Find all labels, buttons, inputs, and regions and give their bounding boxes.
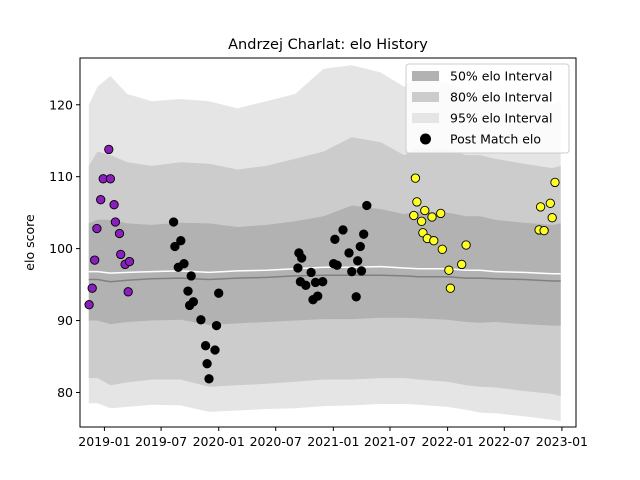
data-point	[183, 286, 193, 296]
legend-label: Post Match elo	[450, 132, 541, 147]
data-point	[535, 202, 546, 212]
data-point	[301, 280, 311, 290]
y-tick-label: 100	[49, 241, 73, 256]
data-point	[306, 267, 316, 278]
data-point	[545, 198, 555, 208]
data-point	[87, 283, 97, 293]
data-point	[427, 212, 437, 222]
data-point	[211, 320, 222, 331]
legend-swatch	[412, 113, 439, 123]
data-point	[359, 229, 369, 239]
x-tick-label: 2021-07	[364, 434, 416, 449]
median-line	[88, 274, 561, 283]
data-point	[444, 265, 454, 275]
data-point	[105, 174, 116, 184]
data-point	[116, 249, 126, 260]
data-point	[124, 256, 135, 267]
data-point	[330, 234, 340, 244]
legend-label: 50% elo Interval	[450, 69, 552, 84]
data-point	[318, 277, 328, 287]
data-point	[338, 225, 348, 235]
band-50	[88, 205, 561, 326]
y-axis: 80 90 100 110 120	[49, 97, 80, 400]
x-axis: 2019-01 2019-07 2020-01 2020-07 2021-01 2021-…	[78, 427, 588, 449]
data-point	[293, 263, 303, 273]
data-point	[550, 177, 560, 188]
y-tick-label: 120	[49, 97, 73, 112]
data-point	[410, 173, 421, 183]
legend-marker	[420, 133, 431, 145]
legend: 50% elo Interval 80% elo Interval 95% elo …	[405, 63, 570, 154]
data-point	[457, 259, 467, 270]
y-tick-label: 110	[49, 169, 73, 184]
data-point	[313, 291, 323, 301]
data-point	[412, 197, 422, 207]
y-axis-label: elo score	[22, 214, 37, 271]
y-tick-label: 80	[57, 385, 73, 400]
data-point	[429, 236, 439, 246]
data-point	[92, 223, 102, 234]
data-point	[123, 287, 133, 297]
data-point	[437, 244, 447, 254]
data-point	[96, 195, 106, 205]
x-tick-label: 2020-07	[250, 434, 302, 449]
data-point	[214, 288, 224, 298]
data-point	[445, 283, 456, 293]
data-point	[420, 205, 430, 216]
plot-area	[84, 65, 561, 422]
data-point	[353, 256, 363, 266]
legend-swatch	[412, 92, 439, 102]
data-point	[104, 144, 114, 155]
x-tick-label: 2021-01	[307, 434, 359, 449]
data-point	[210, 345, 220, 355]
data-point	[297, 253, 307, 263]
legend-swatch	[412, 71, 439, 81]
data-point	[186, 271, 196, 281]
data-point	[176, 236, 186, 246]
x-tick-label: 2020-01	[193, 434, 245, 449]
data-point	[200, 341, 211, 351]
data-point	[332, 260, 342, 270]
y-tick-label: 90	[57, 313, 73, 328]
x-tick-label: 2022-07	[478, 434, 530, 449]
data-point	[547, 213, 557, 223]
data-point	[416, 216, 427, 226]
data-point	[344, 248, 354, 258]
data-point	[351, 292, 361, 302]
x-tick-label: 2019-07	[135, 434, 187, 449]
data-point	[362, 200, 372, 211]
x-tick-label: 2022-01	[421, 434, 473, 449]
data-point	[347, 266, 357, 277]
data-point	[196, 315, 206, 325]
data-point	[188, 297, 199, 307]
x-tick-label: 2019-01	[78, 434, 130, 449]
plot-frame	[79, 57, 577, 428]
data-point	[168, 217, 179, 227]
data-point	[461, 240, 471, 250]
x-tick-label: 2023-01	[536, 434, 588, 449]
data-point	[179, 259, 189, 269]
chart-title: Andrzej Charlat: elo History	[228, 37, 428, 53]
data-point	[409, 210, 419, 221]
data-point	[90, 255, 100, 265]
data-point	[170, 241, 180, 252]
data-point	[84, 300, 94, 310]
data-point	[114, 228, 125, 239]
legend-label: 80% elo Interval	[450, 90, 552, 105]
data-point	[436, 208, 446, 219]
data-point	[109, 200, 119, 210]
data-point	[204, 374, 214, 384]
data-point	[355, 241, 365, 252]
data-point	[539, 225, 549, 236]
data-point	[356, 266, 367, 276]
legend-label: 95% elo Interval	[450, 111, 552, 126]
legend-box	[405, 63, 570, 154]
data-point	[110, 217, 121, 227]
data-point	[202, 359, 212, 369]
post-match-points	[84, 144, 560, 384]
